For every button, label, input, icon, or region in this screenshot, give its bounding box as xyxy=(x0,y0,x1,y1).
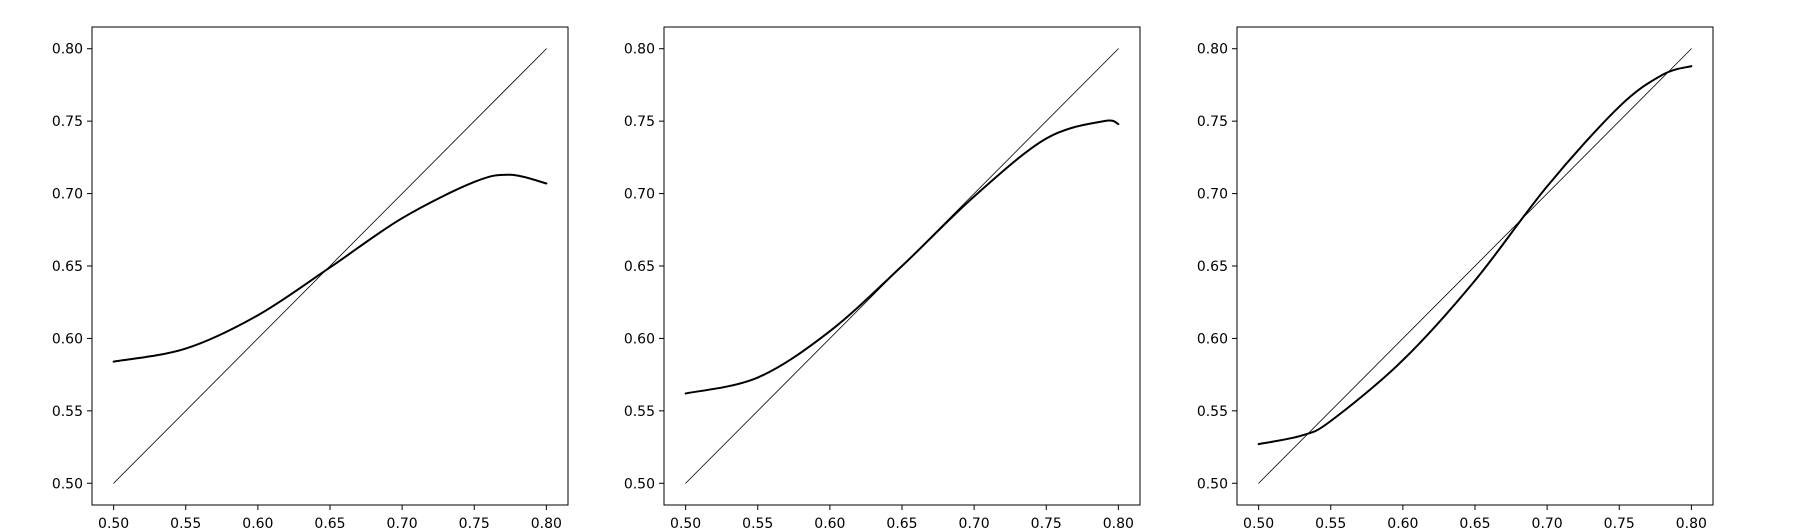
y-tick-label: 0.70 xyxy=(1197,187,1228,203)
chart-panel-1: 0.50 0.55 0.60 0.65 0.70 0.75 0.80 0.50 0.55 0.60… xyxy=(52,26,569,528)
y-tick-label: 0.50 xyxy=(1197,476,1228,492)
x-tick-label: 0.80 xyxy=(531,516,562,528)
x-tick-label: 0.55 xyxy=(1315,516,1346,528)
data-curve-line xyxy=(684,119,1120,395)
x-tick-label: 0.75 xyxy=(1031,516,1062,528)
x-tick-label: 0.60 xyxy=(814,516,845,528)
y-tick-label: 0.60 xyxy=(52,331,83,347)
y-tick-label: 0.70 xyxy=(52,187,83,203)
x-tick-label: 0.80 xyxy=(1103,516,1134,528)
y-tick-label: 0.50 xyxy=(624,476,655,492)
chart-panel-3: 0.50 0.55 0.60 0.65 0.70 0.75 0.80 0.50 0.55 0.60… xyxy=(1197,26,1714,528)
y-tick-label: 0.75 xyxy=(52,114,83,130)
x-tick-label: 0.55 xyxy=(742,516,773,528)
data-curve-line xyxy=(1257,65,1693,446)
x-tick-label: 0.65 xyxy=(314,516,345,528)
x-tick-label: 0.50 xyxy=(98,516,129,528)
y-tick-label: 0.75 xyxy=(624,114,655,130)
x-tick-label: 0.80 xyxy=(1676,516,1707,528)
data-curve-line xyxy=(112,173,548,363)
y-tick-label: 0.75 xyxy=(1197,114,1228,130)
y-tick-label: 0.65 xyxy=(624,259,655,275)
x-tick-label: 0.70 xyxy=(1532,516,1563,528)
chart-panel-2: 0.50 0.55 0.60 0.65 0.70 0.75 0.80 0.50 0.55 0.60… xyxy=(624,26,1141,528)
y-tick-label: 0.60 xyxy=(624,331,655,347)
identity-reference-line xyxy=(1258,48,1692,484)
y-tick-label: 0.65 xyxy=(52,259,83,275)
x-tick-label: 0.65 xyxy=(886,516,917,528)
x-tick-label: 0.70 xyxy=(387,516,418,528)
y-tick-label: 0.60 xyxy=(1197,331,1228,347)
y-tick-label: 0.55 xyxy=(52,404,83,420)
y-tick-label: 0.80 xyxy=(624,42,655,58)
y-tick-label: 0.80 xyxy=(1197,42,1228,58)
identity-reference-line xyxy=(113,48,547,484)
y-tick-label: 0.65 xyxy=(1197,259,1228,275)
x-tick-label: 0.65 xyxy=(1459,516,1490,528)
y-tick-label: 0.55 xyxy=(624,404,655,420)
x-tick-label: 0.75 xyxy=(459,516,490,528)
x-tick-label: 0.55 xyxy=(170,516,201,528)
y-tick-label: 0.50 xyxy=(52,476,83,492)
x-tick-label: 0.75 xyxy=(1604,516,1635,528)
x-tick-label: 0.50 xyxy=(670,516,701,528)
x-tick-label: 0.60 xyxy=(242,516,273,528)
y-tick-label: 0.80 xyxy=(52,42,83,58)
y-tick-label: 0.70 xyxy=(624,187,655,203)
y-tick-label: 0.55 xyxy=(1197,404,1228,420)
x-tick-label: 0.50 xyxy=(1243,516,1274,528)
x-tick-label: 0.60 xyxy=(1387,516,1418,528)
x-tick-label: 0.70 xyxy=(959,516,990,528)
